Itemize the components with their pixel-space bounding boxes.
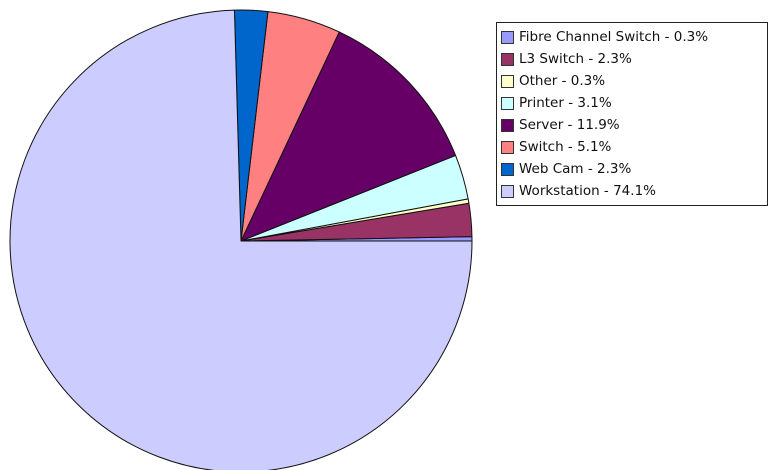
pie-slice-server xyxy=(240,31,457,242)
legend-swatch xyxy=(501,30,514,44)
legend-swatch xyxy=(501,162,514,176)
legend-item-other: Other - 0.3% xyxy=(501,70,767,92)
legend-swatch xyxy=(501,74,514,88)
legend-label: L3 Switch - 2.3% xyxy=(519,51,632,67)
legend-swatch xyxy=(501,96,514,110)
legend-swatch xyxy=(501,118,514,132)
legend-item-l3-switch: L3 Switch - 2.3% xyxy=(501,48,767,70)
legend-item-web-cam: Web Cam - 2.3% xyxy=(501,158,767,180)
legend-swatch xyxy=(501,184,514,198)
legend-label: Printer - 3.1% xyxy=(519,95,612,111)
legend-item-printer: Printer - 3.1% xyxy=(501,92,767,114)
legend-label: Fibre Channel Switch - 0.3% xyxy=(519,29,709,45)
legend-label: Server - 11.9% xyxy=(519,117,620,133)
pie-slice-workstation xyxy=(9,9,473,470)
legend-item-workstation: Workstation - 74.1% xyxy=(501,180,767,202)
legend-label: Workstation - 74.1% xyxy=(519,183,656,199)
legend-item-fibre-channel-switch: Fibre Channel Switch - 0.3% xyxy=(501,26,767,48)
legend-swatch xyxy=(501,52,514,66)
legend-swatch xyxy=(501,140,514,154)
legend-item-server: Server - 11.9% xyxy=(501,114,767,136)
chart-legend: Fibre Channel Switch - 0.3% L3 Switch - … xyxy=(496,22,768,206)
legend-label: Other - 0.3% xyxy=(519,73,606,89)
legend-label: Switch - 5.1% xyxy=(519,139,612,155)
legend-item-switch: Switch - 5.1% xyxy=(501,136,767,158)
legend-label: Web Cam - 2.3% xyxy=(519,161,632,177)
